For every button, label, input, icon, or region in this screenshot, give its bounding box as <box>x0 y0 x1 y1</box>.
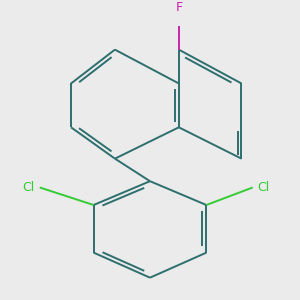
Text: Cl: Cl <box>22 181 35 194</box>
Text: Cl: Cl <box>258 181 270 194</box>
Text: F: F <box>175 1 182 14</box>
